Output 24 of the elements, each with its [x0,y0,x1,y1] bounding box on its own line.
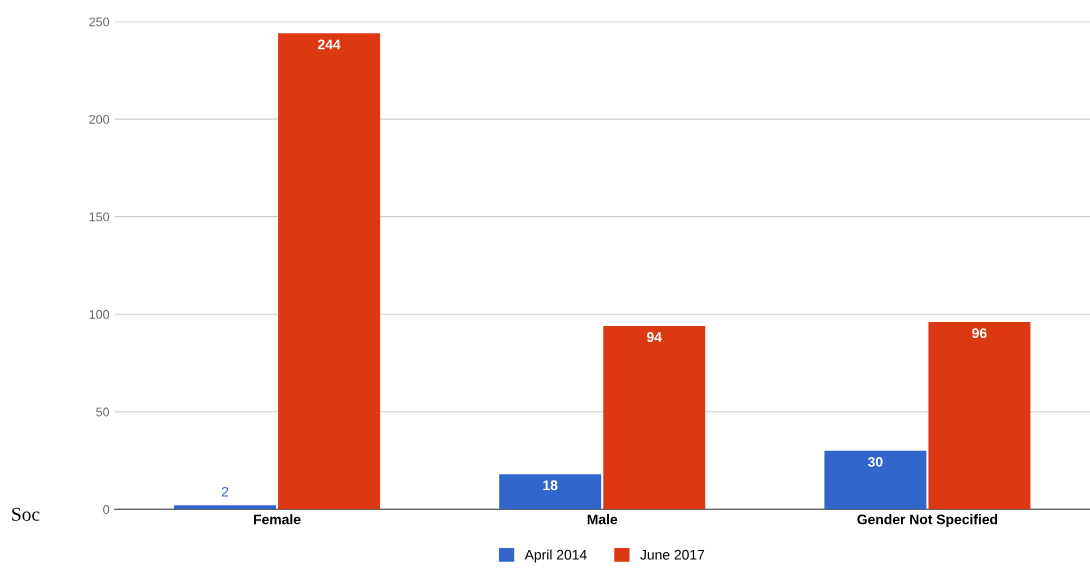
data-label: 2 [221,486,229,497]
legend-label: April 2014 [524,549,587,563]
data-label: 244 [317,39,341,50]
bar [603,325,706,510]
x-tick-label: Female [254,514,301,525]
x-tick-label: Male [587,514,618,525]
y-tick-label: 200 [89,114,110,124]
y-tick-label: 150 [89,212,110,222]
y-tick-label: 100 [89,310,110,319]
bar [928,322,1031,510]
bar [499,474,602,510]
y-tick-label: 250 [89,17,110,27]
data-label: 94 [647,332,662,342]
bar [824,450,927,510]
x-tick-label: Gender Not Specified [857,514,998,528]
data-label: 96 [972,328,987,339]
y-tick-label: 50 [96,407,110,417]
y-tick-label: 0 [103,505,110,514]
text: Soc [12,507,40,521]
bar [278,33,381,510]
data-label: 18 [543,480,558,491]
data-label: 30 [867,456,883,467]
legend-label: June 2017 [640,549,705,560]
bar [174,505,276,510]
